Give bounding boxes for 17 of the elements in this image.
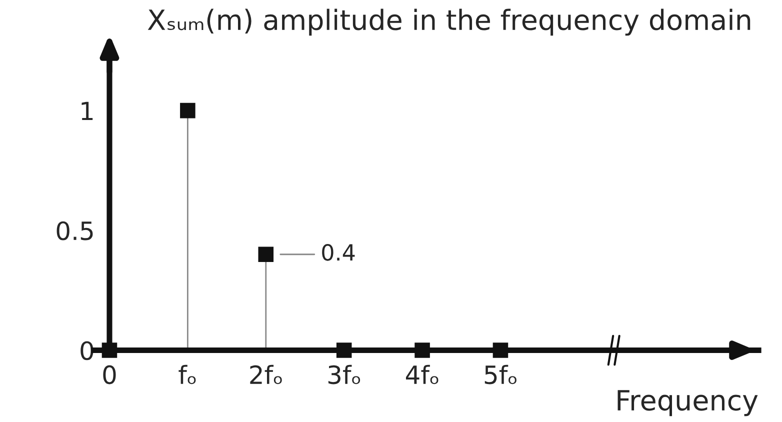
annotation: 0.4 — [322, 244, 355, 261]
x-tick-label: 2fₒ — [250, 364, 282, 384]
x-tick-label: fₒ — [178, 364, 196, 384]
point — [102, 342, 118, 358]
x-tick-label: 4fₒ — [406, 364, 438, 384]
point — [258, 246, 274, 262]
x-axis-title: Frequency — [618, 390, 758, 416]
point — [336, 342, 352, 358]
point — [492, 342, 508, 358]
x-tick-label: 0 — [103, 365, 116, 384]
chart-title: Xₛᵤₘ(m) amplitude in the frequency domain — [148, 8, 750, 36]
x-tick-label: 5fₒ — [484, 364, 516, 384]
y-tick-label: 1 — [82, 102, 93, 120]
x-tick-label: 3fₒ — [328, 364, 360, 384]
point — [180, 102, 196, 118]
y-tick-label: 0.5 — [56, 221, 93, 240]
point — [414, 342, 430, 358]
